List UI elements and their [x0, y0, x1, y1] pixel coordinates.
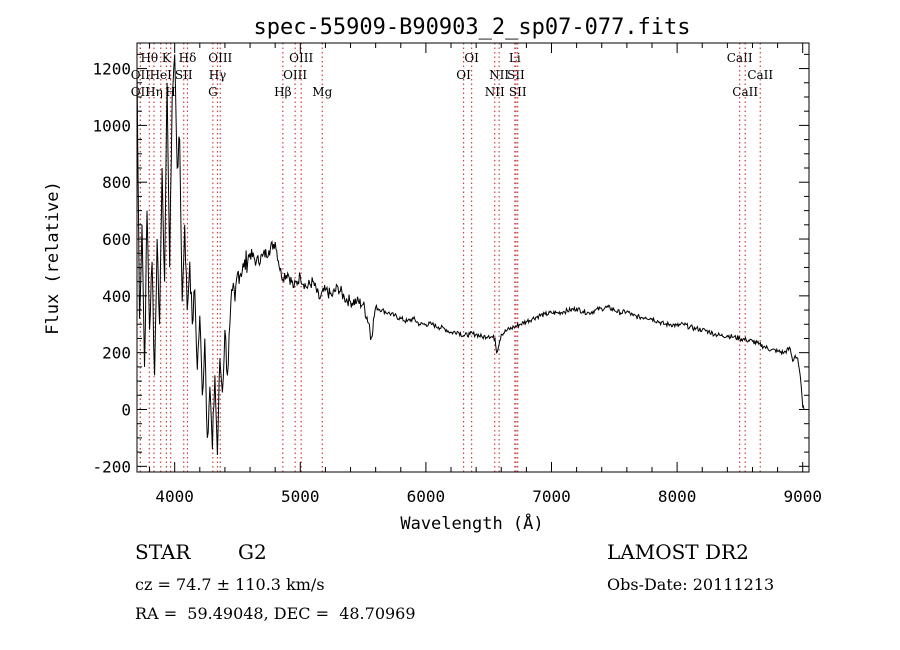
spectral-line-label: K	[162, 51, 172, 65]
spectral-line-label: NII	[489, 68, 509, 82]
spectral-line-label: Hγ	[209, 68, 227, 82]
spectral-line-label: H	[165, 85, 175, 99]
y-tick-label: 400	[102, 287, 131, 306]
spectral-line-label: SII	[507, 68, 525, 82]
spectral-line-label: OII	[131, 85, 151, 99]
spectral-line-label: Hβ	[274, 85, 291, 99]
spectral-line-label: CaII	[727, 51, 753, 65]
x-tick-label: 9000	[783, 487, 822, 506]
y-tick-label: 1000	[92, 116, 131, 135]
spectral-line-label: Hθ	[140, 51, 158, 65]
y-tick-label: 200	[102, 344, 131, 363]
y-tick-label: 600	[102, 230, 131, 249]
x-tick-label: 7000	[532, 487, 571, 506]
spectral-line-label: CaII	[732, 85, 758, 99]
x-tick-label: 5000	[281, 487, 320, 506]
spectral-line-label: OI	[456, 68, 471, 82]
spectral-line-label: OIII	[283, 68, 307, 82]
spectrum-chart: spec-55909-B90903_2_sp07-077.fits Hθ OII O…	[43, 15, 822, 534]
spectral-line-label: OI	[464, 51, 479, 65]
spectral-line-label: Mg	[312, 85, 332, 99]
spectrum-series-line	[136, 54, 805, 456]
spectral-line-label: SII	[175, 68, 193, 82]
x-tick-label: 6000	[407, 487, 446, 506]
y-tick-label: 800	[102, 173, 131, 192]
y-axis-label: Flux (relative)	[43, 181, 63, 335]
spectral-line-label: NII	[485, 85, 505, 99]
subclass-label: G2	[238, 540, 267, 564]
class-label: STAR	[135, 540, 191, 564]
spectral-line-label: Li	[509, 51, 521, 65]
spectral-line-label: OIII	[289, 51, 313, 65]
spectral-line-label: G	[208, 85, 218, 99]
y-tick-label: -200	[92, 457, 131, 476]
spectral-line-label: Hη	[145, 85, 163, 99]
spectral-line-label: SII	[509, 85, 527, 99]
y-tick-label: 1200	[92, 60, 131, 79]
x-axis-label: Wavelength (Å)	[400, 512, 543, 534]
x-tick-label: 4000	[155, 487, 194, 506]
y-tick-label: 0	[121, 400, 131, 419]
chart-title: spec-55909-B90903_2_sp07-077.fits	[253, 15, 690, 40]
coordinates-text: RA = 59.49048, DEC = 48.70969	[135, 604, 416, 623]
spectral-line-label: OIII	[208, 51, 232, 65]
spectral-line-label: HeI	[150, 68, 173, 82]
obs-date-text: Obs-Date: 20111213	[607, 575, 775, 594]
spectral-line-label: CaII	[747, 68, 773, 82]
x-tick-label: 8000	[658, 487, 697, 506]
survey-label: LAMOST DR2	[607, 540, 749, 564]
plot-frame	[136, 42, 810, 473]
spectral-line-label: Hδ	[179, 51, 197, 65]
redshift-text: cz = 74.7 ± 110.3 km/s	[135, 575, 325, 594]
